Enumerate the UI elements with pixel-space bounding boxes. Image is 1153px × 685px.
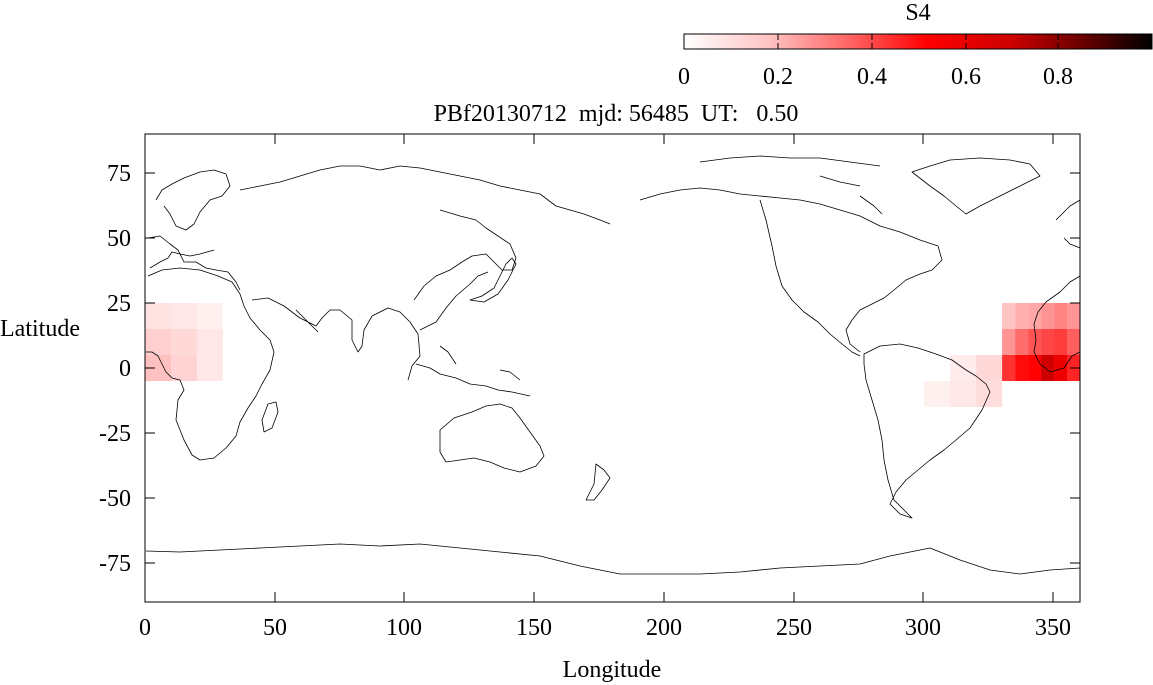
heatmap-cell xyxy=(1067,329,1080,355)
coast-alaska-canada xyxy=(639,187,943,353)
colorbar-tick-0.6: 0.6 xyxy=(951,64,981,90)
x-tick-250: 250 xyxy=(776,615,812,641)
heatmap-cell xyxy=(1015,329,1029,355)
x-axis-label: Longitude xyxy=(563,657,662,683)
heatmap-cell xyxy=(145,303,171,329)
plot-frame xyxy=(144,133,1081,603)
coast-australia xyxy=(439,403,545,473)
x-tick-200: 200 xyxy=(646,615,682,641)
y-tick-0: 0 xyxy=(119,356,131,382)
coast-siberia xyxy=(239,165,611,225)
y-axis-label: Latitude xyxy=(0,316,80,342)
coast-west-africa-wrap xyxy=(1033,275,1081,373)
colorbar: S4 0 0.2 0.4 0.6 0.8 xyxy=(678,0,1153,90)
y-tick-75: 75 xyxy=(107,161,131,187)
heatmap-cell xyxy=(1067,303,1080,329)
coast-greenland xyxy=(911,157,1041,215)
heatmap-cell xyxy=(1028,303,1042,329)
coastlines xyxy=(145,155,1081,575)
coast-europe-wrap xyxy=(1055,199,1081,249)
x-tick-50: 50 xyxy=(263,615,287,641)
coast-scandinavia xyxy=(155,169,231,231)
colorbar-tick-0.4: 0.4 xyxy=(857,64,887,90)
colorbar-tick-0.8: 0.8 xyxy=(1043,64,1073,90)
heatmap-cell xyxy=(950,381,977,407)
heatmap-cell xyxy=(1002,355,1016,381)
colorbar-tick-0: 0 xyxy=(678,64,690,90)
heatmap-cell xyxy=(170,303,197,329)
coast-new-zealand xyxy=(585,463,611,501)
coast-madagascar xyxy=(261,401,279,433)
heatmap-cell xyxy=(976,355,1003,381)
coast-africa-west xyxy=(146,267,275,461)
y-tick-minus-25: -25 xyxy=(99,421,131,447)
y-tick-minus-50: -50 xyxy=(99,486,131,512)
colorbar-gradient xyxy=(683,33,1153,50)
s4-heatmap-cells xyxy=(145,303,1080,407)
heatmap-cell xyxy=(170,329,197,355)
y-tick-25: 25 xyxy=(107,291,131,317)
heatmap-cell xyxy=(1054,355,1068,381)
coast-us-west xyxy=(759,199,861,357)
coast-europe xyxy=(147,235,241,291)
coast-maritime-se-asia xyxy=(415,345,531,397)
colorbar-ticks xyxy=(683,34,1059,49)
coast-arabia-india xyxy=(251,297,421,381)
coast-japan xyxy=(469,257,517,303)
heatmap-cell xyxy=(1002,329,1016,355)
colorbar-label: S4 xyxy=(905,0,930,26)
x-tick-0: 0 xyxy=(139,615,151,641)
heatmap-cell xyxy=(924,381,951,407)
heatmap-cell xyxy=(1041,303,1055,329)
heatmap-cell xyxy=(196,329,223,355)
y-tick-labels: 75 50 25 0 -25 -50 -75 xyxy=(99,161,131,577)
heatmap-cell xyxy=(145,329,171,355)
x-tick-350: 350 xyxy=(1035,615,1071,641)
x-axis-ticks xyxy=(144,134,1054,602)
heatmap-cell xyxy=(1054,329,1068,355)
x-tick-100: 100 xyxy=(386,615,422,641)
map-title: PBf20130712 mjd: 56485 UT: 0.50 xyxy=(434,101,799,127)
coast-east-asia xyxy=(413,209,517,331)
coast-antarctica xyxy=(145,543,1081,575)
heatmap-cell xyxy=(1015,303,1029,329)
y-tick-minus-75: -75 xyxy=(99,551,131,577)
x-tick-150: 150 xyxy=(516,615,552,641)
heatmap-cell xyxy=(1054,303,1068,329)
x-tick-labels: 0 50 100 150 200 250 300 350 xyxy=(139,615,1071,641)
heatmap-cell xyxy=(1041,329,1055,355)
heatmap-cell xyxy=(170,355,197,381)
coast-arctic-islands xyxy=(699,155,883,215)
heatmap-cell xyxy=(1028,355,1042,381)
y-axis-ticks xyxy=(145,172,1080,564)
heatmap-cell xyxy=(1015,355,1029,381)
y-tick-50: 50 xyxy=(107,226,131,252)
heatmap-cell xyxy=(1002,303,1016,329)
coast-south-america xyxy=(863,343,991,519)
x-tick-300: 300 xyxy=(905,615,941,641)
heatmap-cell xyxy=(196,303,223,329)
heatmap-cell xyxy=(1028,329,1042,355)
colorbar-tick-0.2: 0.2 xyxy=(763,64,793,90)
heatmap-cell xyxy=(1041,355,1055,381)
heatmap-cell xyxy=(196,355,223,381)
